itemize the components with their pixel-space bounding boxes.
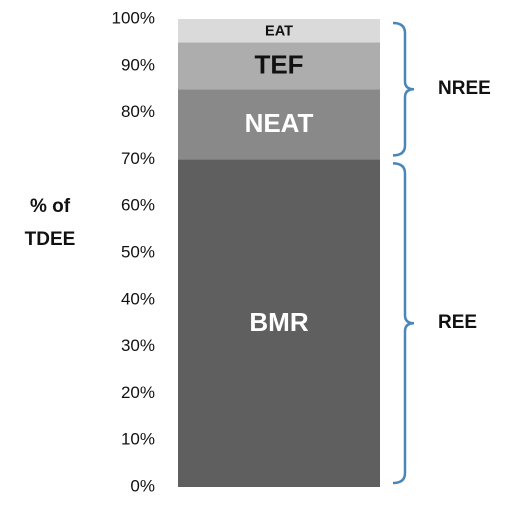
y-tick-label: 10% <box>121 430 155 449</box>
y-tick-label: 60% <box>121 196 155 215</box>
bar-segment <box>178 89 380 160</box>
bracket-label: REE <box>438 312 477 333</box>
segment-label: EAT <box>265 24 293 40</box>
bracket-label: NREE <box>438 78 491 99</box>
y-axis-label: % of <box>30 196 71 217</box>
bar-segment <box>178 19 380 43</box>
y-tick-label: 50% <box>121 242 155 261</box>
y-tick-label: 70% <box>121 149 155 168</box>
segment-label: TEF <box>254 50 303 80</box>
y-tick-label: 100% <box>112 8 155 27</box>
y-axis-label: TDEE <box>25 229 76 250</box>
y-tick-label: 40% <box>121 289 155 308</box>
segment-label: NEAT <box>245 108 314 138</box>
y-tick-label: 20% <box>121 383 155 402</box>
bracket <box>392 162 415 485</box>
y-tick-label: 80% <box>121 102 155 121</box>
y-tick-label: 0% <box>130 476 155 495</box>
bar-segment <box>178 42 380 90</box>
y-tick-label: 30% <box>121 336 155 355</box>
segment-label: BMR <box>249 307 308 337</box>
bar-segment <box>178 159 380 487</box>
bracket <box>392 21 415 157</box>
y-tick-label: 90% <box>121 55 155 74</box>
